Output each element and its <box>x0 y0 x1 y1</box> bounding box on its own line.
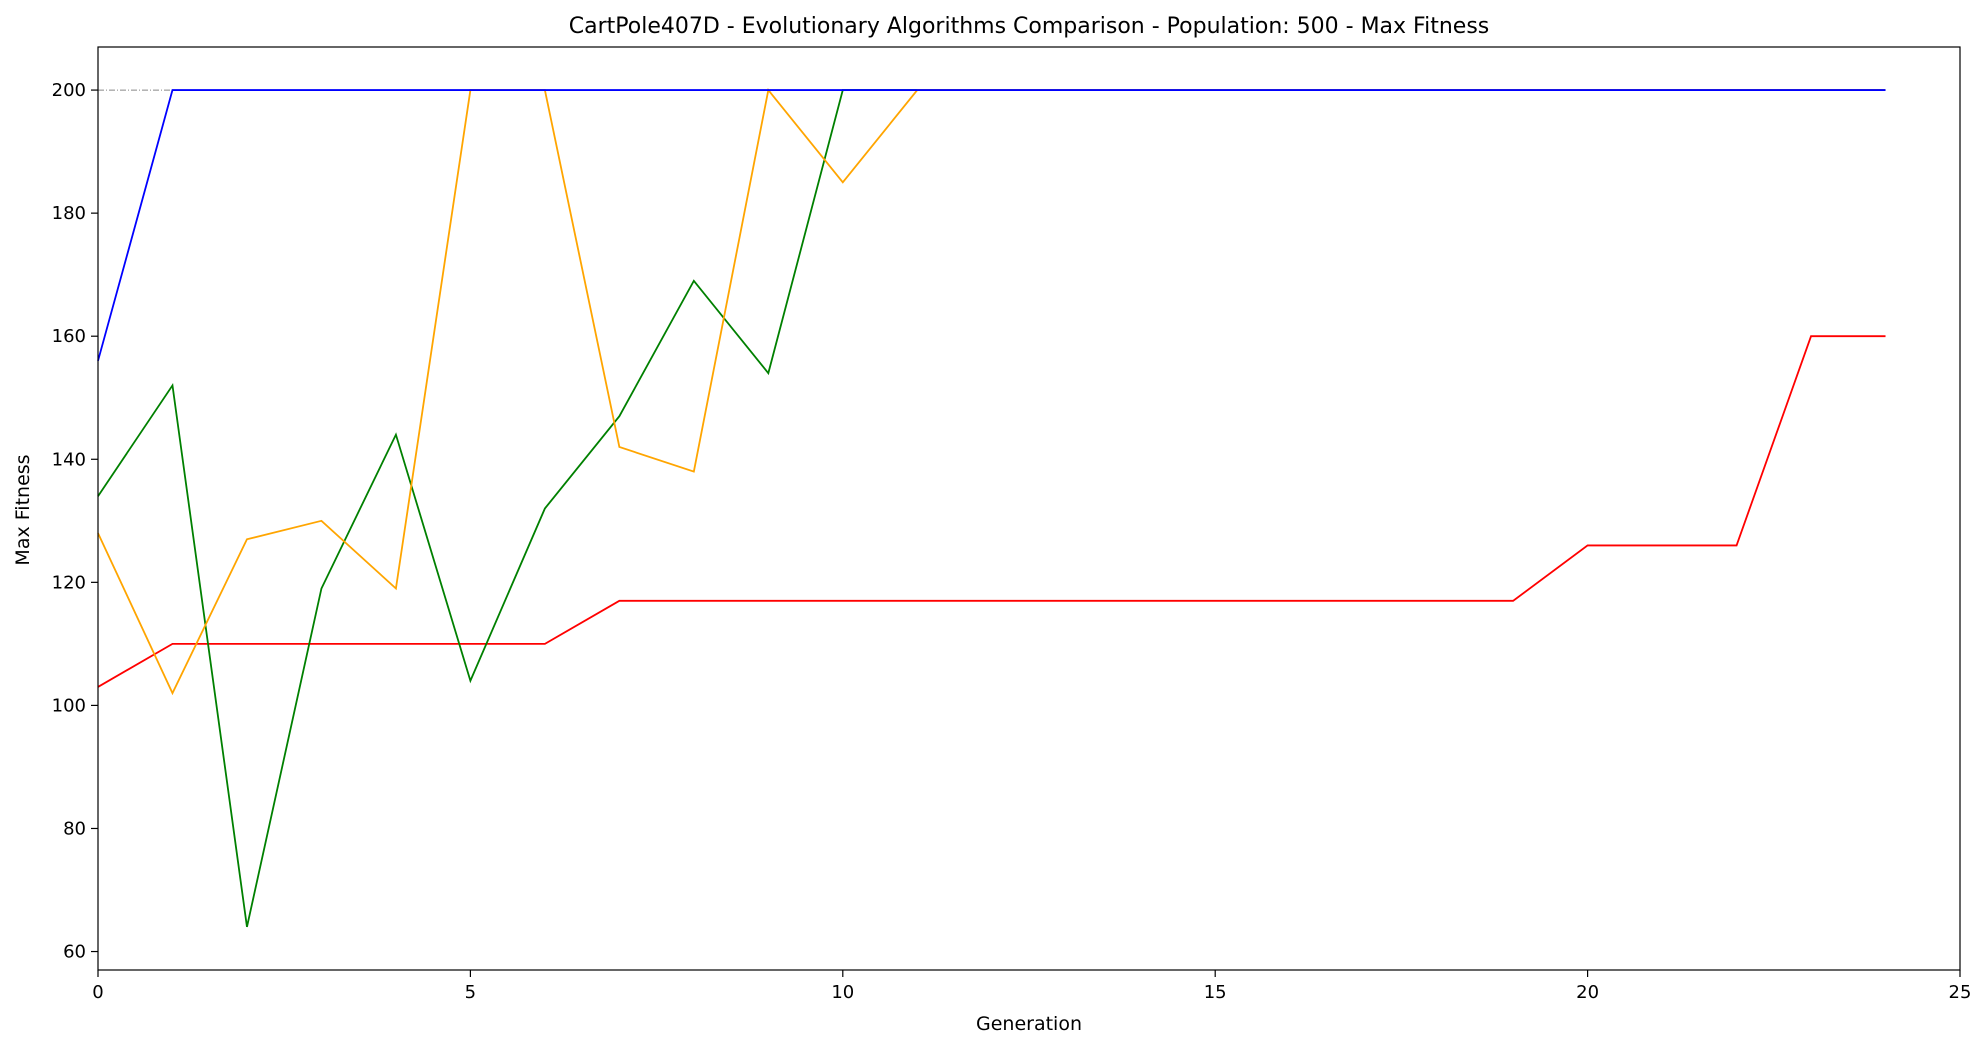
y-tick-label: 120 <box>52 572 86 593</box>
x-tick-label: 10 <box>831 982 854 1003</box>
series-line-3 <box>97 89 1886 928</box>
y-tick-label: 100 <box>52 695 86 716</box>
y-tick-label: 140 <box>52 449 86 470</box>
x-tick-label: 0 <box>92 982 103 1003</box>
x-tick-label: 15 <box>1204 982 1227 1003</box>
y-tick-label: 80 <box>63 818 86 839</box>
y-tick-label: 60 <box>63 942 86 963</box>
chart-title: CartPole407D - Evolutionary Algorithms C… <box>569 14 1490 39</box>
plot-frame <box>97 46 1961 971</box>
series-line-2 <box>97 88 1886 696</box>
x-tick-label: 25 <box>1949 982 1972 1003</box>
x-axis: 0 5 10 15 20 25 <box>92 970 1971 1003</box>
y-axis-label: Max Fitness <box>12 454 34 565</box>
plot-area <box>97 88 1886 928</box>
x-axis-label: Generation <box>976 1013 1082 1035</box>
x-tick-label: 5 <box>465 982 476 1003</box>
y-tick-label: 180 <box>52 203 86 224</box>
y-axis: 60 80 100 120 140 160 180 200 <box>52 80 98 963</box>
y-tick-label: 200 <box>52 80 86 101</box>
x-tick-label: 20 <box>1576 982 1599 1003</box>
y-tick-label: 160 <box>52 326 86 347</box>
series-line-4 <box>97 335 1886 688</box>
series-line-1 <box>97 89 1886 362</box>
